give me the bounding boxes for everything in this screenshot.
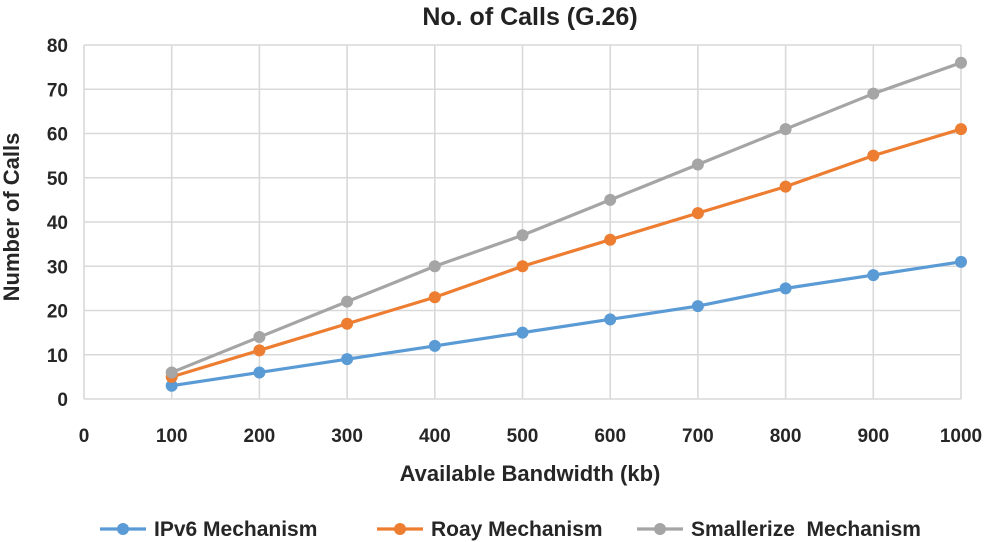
data-point bbox=[165, 379, 178, 392]
y-tick-label: 30 bbox=[47, 257, 68, 278]
y-tick-label: 60 bbox=[47, 125, 68, 146]
legend-marker bbox=[394, 523, 406, 535]
y-axis-ticks: 0 10 20 30 40 50 60 70 80 bbox=[47, 36, 68, 411]
y-tick-label: 10 bbox=[47, 346, 68, 367]
data-point bbox=[779, 282, 792, 295]
data-point bbox=[341, 295, 354, 308]
x-tick-label: 900 bbox=[857, 426, 889, 447]
grid-lines bbox=[83, 44, 962, 400]
legend-marker bbox=[117, 523, 129, 535]
data-point bbox=[779, 123, 792, 136]
data-point bbox=[691, 158, 704, 171]
data-point bbox=[253, 344, 266, 357]
legend: IPv6 Mechanism Roay Mechanism Smallerize M… bbox=[100, 518, 921, 541]
y-tick-label: 80 bbox=[47, 36, 68, 57]
series-1 bbox=[165, 123, 967, 383]
data-point bbox=[867, 149, 880, 162]
data-point bbox=[165, 366, 178, 379]
y-tick-label: 40 bbox=[47, 213, 68, 234]
x-tick-label: 0 bbox=[79, 426, 90, 447]
data-point bbox=[428, 260, 441, 273]
legend-item: IPv6 Mechanism bbox=[100, 518, 317, 541]
data-point bbox=[691, 207, 704, 220]
legend-label: Smallerize Mechanism bbox=[691, 518, 921, 541]
legend-label: Roay Mechanism bbox=[431, 518, 603, 541]
x-axis-title: Available Bandwidth (kb) bbox=[400, 461, 661, 486]
data-point bbox=[428, 291, 441, 304]
data-series bbox=[165, 56, 967, 392]
x-axis-ticks: 0 100 200 300 400 500 600 700 800 900 1000 bbox=[79, 426, 982, 447]
data-point bbox=[779, 180, 792, 193]
x-tick-label: 300 bbox=[331, 426, 363, 447]
y-tick-label: 20 bbox=[47, 302, 68, 323]
data-point bbox=[955, 123, 967, 136]
data-point bbox=[516, 229, 529, 242]
series-line bbox=[170, 260, 963, 388]
x-tick-label: 100 bbox=[156, 426, 188, 447]
x-tick-label: 700 bbox=[682, 426, 714, 447]
data-point bbox=[428, 339, 441, 352]
chart-title: No. of Calls (G.26) bbox=[422, 3, 637, 31]
x-tick-label: 800 bbox=[770, 426, 802, 447]
data-point bbox=[341, 317, 354, 330]
x-tick-label: 400 bbox=[419, 426, 451, 447]
y-axis-title: Number of Calls bbox=[0, 133, 24, 302]
data-point bbox=[604, 313, 617, 326]
data-point bbox=[691, 300, 704, 313]
series-2 bbox=[165, 56, 967, 379]
x-tick-label: 500 bbox=[507, 426, 539, 447]
legend-marker bbox=[654, 523, 666, 535]
x-tick-label: 600 bbox=[594, 426, 626, 447]
series-line bbox=[170, 61, 963, 375]
legend-label: IPv6 Mechanism bbox=[154, 518, 317, 541]
data-point bbox=[253, 366, 266, 379]
data-point bbox=[341, 353, 354, 366]
data-point bbox=[867, 269, 880, 282]
data-point bbox=[867, 87, 880, 100]
data-point bbox=[516, 326, 529, 339]
y-tick-label: 70 bbox=[47, 80, 68, 101]
y-tick-label: 50 bbox=[47, 169, 68, 190]
y-tick-label: 0 bbox=[57, 390, 68, 411]
series-0 bbox=[165, 255, 967, 392]
data-point bbox=[253, 331, 266, 344]
data-point bbox=[516, 260, 529, 273]
data-point bbox=[604, 193, 617, 206]
x-tick-label: 1000 bbox=[940, 426, 982, 447]
legend-item: Roay Mechanism bbox=[377, 518, 603, 541]
data-point bbox=[604, 233, 617, 246]
data-point bbox=[955, 56, 967, 69]
data-point bbox=[955, 255, 967, 268]
series-line bbox=[170, 127, 963, 379]
x-tick-label: 200 bbox=[244, 426, 276, 447]
legend-item: Smallerize Mechanism bbox=[637, 518, 921, 541]
